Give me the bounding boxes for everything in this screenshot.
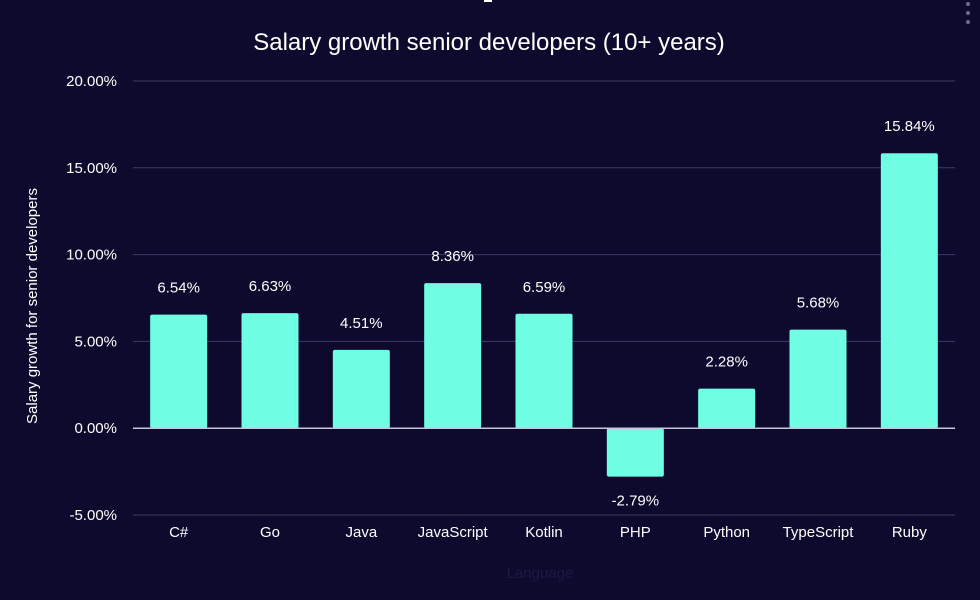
top-marker xyxy=(484,0,492,2)
value-labels: 6.54% 6.63% 4.51% 8.36% 6.59% -2.79% 2.28% 5.68… xyxy=(157,118,934,509)
x-tick-label: C# xyxy=(169,524,189,541)
value-label: 8.36% xyxy=(431,248,474,265)
bar-typescript[interactable] xyxy=(789,329,847,429)
bar-go[interactable] xyxy=(241,313,299,429)
y-tick-label: 5.00% xyxy=(74,333,117,350)
bar-java[interactable] xyxy=(332,349,390,429)
value-label: 6.63% xyxy=(249,278,292,295)
y-axis-title: Salary growth for senior developers xyxy=(24,188,41,424)
y-tick-label: 20.00% xyxy=(66,73,117,90)
x-tick-label: TypeScript xyxy=(783,524,855,541)
value-label: 6.54% xyxy=(157,280,200,297)
bar-python[interactable] xyxy=(698,388,756,429)
bar-javascript[interactable] xyxy=(424,283,482,429)
value-label: 4.51% xyxy=(340,315,383,332)
chart-title: Salary growth senior developers (10+ yea… xyxy=(253,29,725,56)
y-tick-label: -5.00% xyxy=(69,507,117,524)
x-axis-title: Language xyxy=(507,565,574,582)
y-tick-label: 15.00% xyxy=(66,160,117,177)
bar-kotlin[interactable] xyxy=(515,313,573,429)
x-tick-label: Kotlin xyxy=(525,524,563,541)
x-tick-label: PHP xyxy=(620,524,651,541)
y-tick-label: 0.00% xyxy=(74,420,117,437)
bar-c-[interactable] xyxy=(150,314,208,429)
kebab-menu-icon[interactable] xyxy=(964,2,972,24)
value-label: -2.79% xyxy=(612,493,660,510)
x-tick-label: Ruby xyxy=(892,524,928,541)
value-label: 6.59% xyxy=(523,279,566,296)
x-tick-label: Java xyxy=(345,524,377,541)
y-tick-label: 10.00% xyxy=(66,247,117,264)
bar-php[interactable] xyxy=(606,428,664,477)
bars xyxy=(150,153,938,477)
bar-ruby[interactable] xyxy=(880,153,938,429)
value-label: 5.68% xyxy=(797,295,840,312)
x-tick-label: JavaScript xyxy=(418,524,489,541)
y-axis-ticks: -5.00% 0.00% 5.00% 10.00% 15.00% 20.00% xyxy=(66,73,117,524)
value-label: 2.28% xyxy=(705,354,748,371)
x-tick-label: Python xyxy=(703,524,750,541)
x-tick-label: Go xyxy=(260,524,280,541)
value-label: 15.84% xyxy=(884,118,935,135)
x-axis-ticks: C# Go Java JavaScript Kotlin PHP Python TypeScr… xyxy=(169,524,927,541)
